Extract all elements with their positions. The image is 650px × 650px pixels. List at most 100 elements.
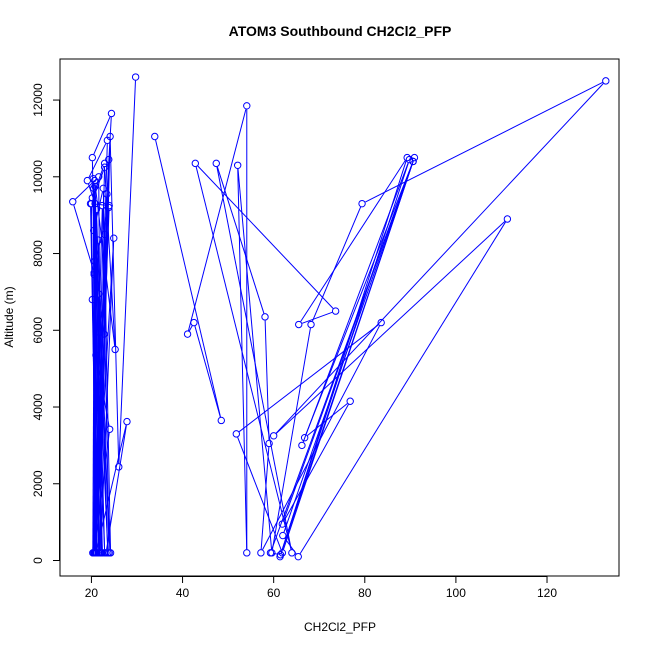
series-2-point: [403, 153, 411, 162]
x-axis-label: CH2Cl2_PFP: [304, 620, 376, 634]
series-1-segment: [104, 170, 116, 346]
series-1-point: [95, 328, 103, 336]
series-1-point: [105, 549, 113, 557]
series-2-point: [279, 531, 287, 540]
series-1-point: [99, 184, 107, 193]
series-2-segment: [307, 403, 348, 436]
series-1-point: [111, 345, 119, 354]
series-1-segment: [106, 425, 127, 550]
series-1-point: [115, 463, 123, 471]
series-1-segment: [92, 209, 103, 550]
series-1-segment: [118, 80, 136, 464]
series-2-point: [243, 102, 251, 110]
series-2-point: [269, 432, 278, 440]
series-2-point: [183, 330, 192, 338]
series-2-point: [233, 161, 242, 169]
series-1-point: [100, 163, 109, 171]
series-2-point: [410, 153, 419, 162]
series-2-segment: [237, 437, 282, 550]
series-2-point: [261, 313, 269, 321]
series-2-point: [266, 549, 275, 557]
series-1-point: [110, 234, 118, 242]
series-1-point: [90, 184, 98, 193]
series-2-segment: [305, 164, 413, 435]
series-2-segment: [271, 164, 413, 550]
x-tick-label: 80: [358, 586, 372, 600]
series-1-point: [100, 549, 109, 557]
series-1-point: [92, 205, 101, 214]
series-1-point: [88, 194, 97, 202]
series-2-point: [151, 132, 159, 141]
series-1-point: [92, 549, 101, 557]
series-1-segment: [93, 116, 111, 155]
series-2-segment: [311, 206, 362, 322]
series-2-segment: [238, 324, 379, 433]
series-1-point: [100, 159, 109, 168]
series-2-segment: [283, 404, 349, 522]
series-2-point: [288, 549, 296, 557]
series-1-point: [90, 176, 99, 185]
y-axis-label: Altitude (m): [2, 286, 16, 347]
series-1-point: [91, 182, 99, 191]
series-2-point: [307, 320, 315, 329]
series-1-point: [131, 73, 140, 81]
series-2-segment: [271, 327, 311, 550]
series-1-point: [94, 236, 102, 244]
series-2-point: [405, 155, 414, 164]
series-2-point: [217, 416, 225, 425]
x-axis: 20 40 60 80 100 120: [85, 576, 557, 600]
series-2-segment: [237, 168, 248, 550]
x-tick-label: 100: [446, 586, 466, 600]
series-2-point: [298, 441, 306, 450]
series-1-point: [100, 230, 109, 239]
x-tick-label: 120: [537, 586, 557, 600]
series-2-point: [278, 520, 287, 528]
y-tick-label: 8000: [31, 240, 45, 267]
series-2-segment: [301, 311, 333, 324]
series-1-point: [90, 269, 98, 277]
series-points: [69, 73, 610, 561]
series-2-segment: [216, 166, 292, 550]
series-1-segment: [96, 212, 109, 550]
series-2-segment: [264, 320, 270, 440]
series-2-point: [377, 318, 385, 327]
series-2-point: [190, 318, 198, 327]
series-2-point: [294, 552, 302, 561]
series-2-segment: [187, 109, 247, 331]
series-1-point: [91, 257, 99, 265]
series-1-point: [88, 295, 97, 304]
series-2-segment: [302, 162, 409, 443]
series-2-segment: [282, 164, 413, 550]
series-2-point: [358, 199, 366, 208]
series-2-segment: [216, 166, 265, 314]
series-2-segment: [188, 325, 193, 332]
series-1-point: [90, 226, 98, 235]
series-1-point: [98, 201, 107, 210]
series-1-point: [95, 290, 103, 298]
series-1-segment: [97, 163, 110, 550]
y-tick-label: 12000: [31, 83, 45, 117]
series-2-point: [331, 307, 340, 315]
series-1-segment: [96, 424, 127, 550]
y-tick-label: 2000: [31, 470, 45, 497]
series-2-point: [212, 159, 220, 168]
series-1-segment: [96, 237, 106, 550]
series-2-point: [278, 549, 287, 557]
series-1-point: [103, 136, 112, 145]
series-2-segment: [194, 325, 221, 418]
series-2-point: [346, 397, 354, 405]
chart-title: ATOM3 Southbound CH2Cl2_PFP: [229, 23, 452, 39]
y-tick-label: 0: [31, 557, 45, 564]
series-2-point: [232, 430, 241, 438]
series-2-segment: [260, 447, 270, 550]
series-2-segment: [195, 166, 292, 550]
series-1-point: [89, 549, 97, 557]
series-1-segment: [75, 178, 97, 200]
series-1-segment: [94, 189, 106, 550]
x-tick-label: 60: [267, 586, 281, 600]
series-2-point: [503, 215, 512, 223]
series-2-segment: [299, 221, 506, 554]
series-2-segment: [197, 165, 334, 309]
x-tick-label: 40: [176, 586, 190, 600]
